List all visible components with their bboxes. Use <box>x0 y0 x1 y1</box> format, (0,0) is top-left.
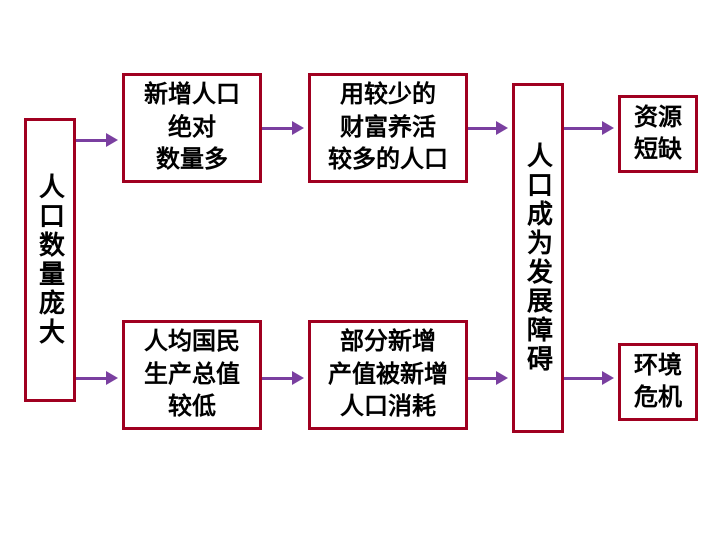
node-bot1: 人均国民生产总值较低 <box>122 320 262 430</box>
arrow-0 <box>76 133 118 147</box>
node-source: 人口数量庞大 <box>24 118 76 402</box>
arrow-7 <box>564 371 614 385</box>
arrow-2 <box>468 121 508 135</box>
arrow-6 <box>468 371 508 385</box>
arrow-3 <box>564 121 614 135</box>
node-out1: 资源短缺 <box>618 95 698 173</box>
node-out2: 环境危机 <box>618 343 698 421</box>
node-top2: 用较少的财富养活较多的人口 <box>308 73 468 183</box>
arrow-5 <box>262 371 304 385</box>
arrow-1 <box>262 121 304 135</box>
node-top1: 新增人口绝对数量多 <box>122 73 262 183</box>
arrow-4 <box>76 371 118 385</box>
node-bot2: 部分新增产值被新增人口消耗 <box>308 320 468 430</box>
node-obstacle: 人口成为发展障碍 <box>512 83 564 433</box>
